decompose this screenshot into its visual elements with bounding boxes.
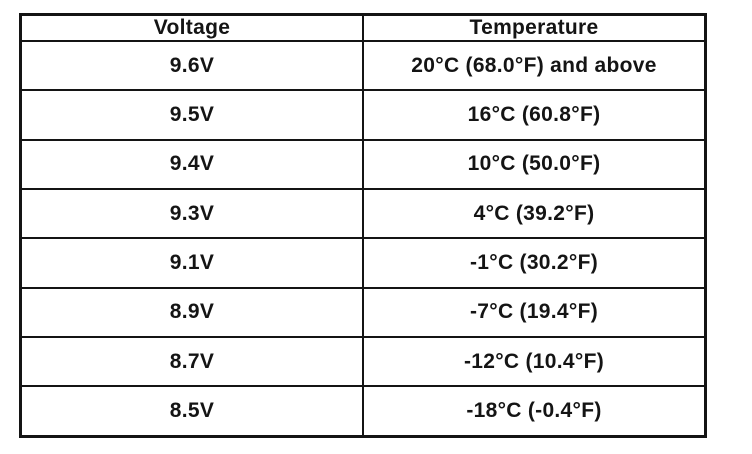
table-row: 9.5V 16°C (60.8°F)	[19, 89, 707, 141]
header-row: Voltage Temperature	[19, 13, 707, 42]
voltage-cell: 9.6V	[19, 39, 364, 92]
voltage-cell: 8.9V	[19, 286, 364, 338]
table-row: 9.6V 20°C (68.0°F) and above	[19, 39, 707, 92]
column-header-temperature: Temperature	[362, 13, 707, 42]
table-row: 8.5V -18°C (-0.4°F)	[19, 385, 707, 438]
column-header-voltage: Voltage	[19, 13, 364, 42]
table-header: Voltage Temperature	[19, 13, 707, 42]
table-body: 9.6V 20°C (68.0°F) and above 9.5V 16°C (…	[19, 39, 707, 438]
voltage-cell: 9.3V	[19, 187, 364, 240]
voltage-cell: 8.7V	[19, 335, 364, 388]
table-row: 8.9V -7°C (19.4°F)	[19, 286, 707, 338]
table-row: 9.3V 4°C (39.2°F)	[19, 187, 707, 240]
voltage-temperature-table: Voltage Temperature 9.6V 20°C (68.0°F) a…	[19, 13, 707, 438]
temperature-cell: 20°C (68.0°F) and above	[362, 39, 707, 92]
temperature-cell: -12°C (10.4°F)	[362, 335, 707, 388]
temperature-cell: 4°C (39.2°F)	[362, 187, 707, 240]
table-row: 9.1V -1°C (30.2°F)	[19, 237, 707, 289]
temperature-cell: 16°C (60.8°F)	[362, 89, 707, 141]
table-row: 8.7V -12°C (10.4°F)	[19, 335, 707, 388]
temperature-cell: 10°C (50.0°F)	[362, 138, 707, 190]
temperature-cell: -1°C (30.2°F)	[362, 237, 707, 289]
voltage-cell: 9.1V	[19, 237, 364, 289]
temperature-cell: -18°C (-0.4°F)	[362, 385, 707, 438]
voltage-cell: 8.5V	[19, 385, 364, 438]
table-row: 9.4V 10°C (50.0°F)	[19, 138, 707, 190]
voltage-cell: 9.5V	[19, 89, 364, 141]
voltage-cell: 9.4V	[19, 138, 364, 190]
temperature-cell: -7°C (19.4°F)	[362, 286, 707, 338]
